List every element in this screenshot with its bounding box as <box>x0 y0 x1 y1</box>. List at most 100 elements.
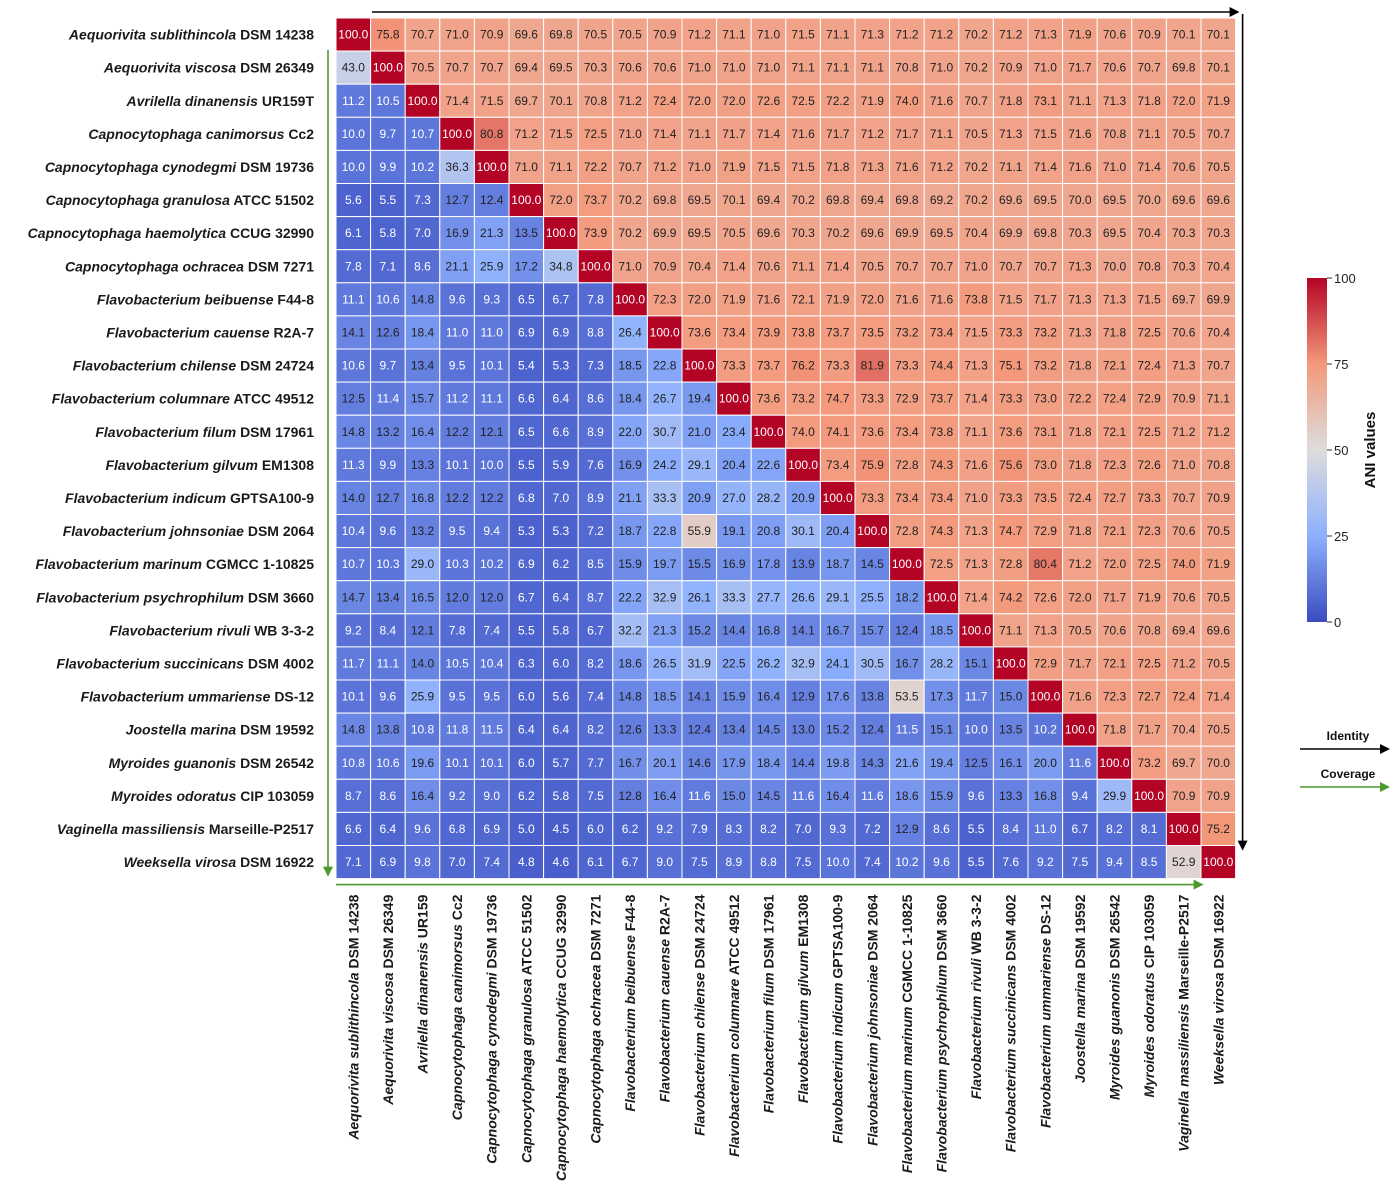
heatmap-cell <box>1131 315 1167 350</box>
heatmap-cell <box>1200 348 1237 383</box>
cell-value-label: 6.2 <box>622 822 639 836</box>
column-label: Aequorivita viscosa DSM 26349 <box>380 894 396 1105</box>
heatmap-cell <box>923 679 960 714</box>
cell-value-label: 70.7 <box>895 259 919 273</box>
heatmap-cell <box>854 480 891 515</box>
cell-value-label: 70.9 <box>1137 28 1161 42</box>
cell-value-label: 71.8 <box>1137 94 1161 108</box>
heatmap-cell <box>439 514 475 549</box>
heatmap-cell <box>889 17 925 52</box>
cell-value-label: 71.0 <box>445 28 469 42</box>
cell-value-label: 19.1 <box>722 524 746 538</box>
cell-value-label: 8.8 <box>760 855 777 869</box>
cell-value-label: 12.4 <box>895 623 919 637</box>
cell-value-label: 72.3 <box>1103 690 1127 704</box>
cell-value-label: 70.1 <box>549 94 573 108</box>
cell-value-label: 8.3 <box>726 822 743 836</box>
cell-value-label: 71.0 <box>930 61 954 75</box>
heatmap-cell <box>612 514 648 549</box>
cell-value-label: 7.0 <box>449 855 466 869</box>
cell-value-label: 73.2 <box>1034 325 1058 339</box>
cell-value-label: 70.5 <box>1207 524 1231 538</box>
cell-value-label: 70.8 <box>1103 127 1127 141</box>
cell-value-label: 69.7 <box>1172 756 1196 770</box>
cell-value-label: 70.6 <box>1103 61 1127 75</box>
heatmap-cell <box>854 17 891 52</box>
cell-value-label: 9.4 <box>1072 789 1089 803</box>
cell-value-label: 72.2 <box>584 160 608 174</box>
cell-value-label: 71.1 <box>964 425 988 439</box>
cell-value-label: 11.8 <box>446 723 469 737</box>
cell-value-label: 72.1 <box>1103 425 1127 439</box>
cell-value-label: 70.7 <box>1207 127 1231 141</box>
cell-value-label: 11.7 <box>965 690 988 704</box>
heatmap-cell <box>1096 414 1133 449</box>
column-label-strain: F44-8 <box>622 894 638 931</box>
heatmap-cell <box>958 381 994 416</box>
cell-value-label: 11.2 <box>342 94 365 108</box>
heatmap-cell <box>335 712 372 747</box>
column-label: Aequorivita sublithincola DSM 14238 <box>345 894 361 1140</box>
heatmap-cell <box>335 17 372 52</box>
heatmap-cell <box>1131 845 1167 880</box>
heatmap-cell <box>439 778 475 813</box>
cell-value-label: 100.0 <box>1099 756 1129 770</box>
heatmap-cell <box>473 811 510 847</box>
heatmap-cell <box>612 547 648 582</box>
cell-value-label: 100.0 <box>1065 723 1095 737</box>
cell-value-label: 74.0 <box>895 94 919 108</box>
cell-value-label: 13.2 <box>411 524 435 538</box>
heatmap-cell <box>854 845 891 880</box>
column-label-strain: DSM 24724 <box>691 894 707 968</box>
cell-value-label: 71.1 <box>1207 392 1231 406</box>
cell-value-label: 69.6 <box>1172 193 1196 207</box>
row-label-strain: DSM 16922 <box>240 854 314 870</box>
cell-value-label: 72.7 <box>1137 690 1161 704</box>
cell-value-label: 7.3 <box>587 359 604 373</box>
heatmap-cell <box>1165 580 1202 615</box>
column-label-species: Weeksella virosa <box>1210 972 1226 1085</box>
heatmap-cell <box>646 845 683 880</box>
cell-value-label: 18.2 <box>895 590 919 604</box>
heatmap-cell <box>439 183 475 218</box>
row-label: Flavobacterium johnsoniae DSM 2064 <box>63 523 315 539</box>
heatmap-cell <box>819 249 856 284</box>
column-label-strain: DSM 17961 <box>761 894 777 968</box>
cell-value-label: 75.9 <box>861 458 885 472</box>
cell-value-label: 72.8 <box>895 524 919 538</box>
cell-value-label: 71.9 <box>722 292 746 306</box>
cell-value-label: 10.0 <box>342 127 366 141</box>
cell-value-label: 71.2 <box>618 94 642 108</box>
heatmap-cell <box>1200 17 1237 52</box>
cell-value-label: 72.6 <box>1034 590 1058 604</box>
heatmap-cell <box>785 249 821 284</box>
column-label-strain: CGMCC 1-10825 <box>899 894 915 1002</box>
heatmap-cell <box>577 845 614 880</box>
column-label-strain: ATCC 51502 <box>518 894 534 975</box>
cell-value-label: 71.3 <box>964 557 988 571</box>
cell-value-label: 73.6 <box>861 425 885 439</box>
row-label-strain: Marseille-P2517 <box>209 821 314 837</box>
heatmap-cell <box>508 514 545 549</box>
cell-value-label: 12.4 <box>861 723 885 737</box>
cell-value-label: 100.0 <box>788 458 818 472</box>
heatmap-cell <box>785 679 821 714</box>
column-label-species: Capnocytophaga canimorsus <box>449 924 465 1120</box>
heatmap-cell <box>1165 811 1202 847</box>
cell-value-label: 70.7 <box>411 28 435 42</box>
cell-value-label: 10.0 <box>826 855 850 869</box>
row-label: Flavobacterium filum DSM 17961 <box>95 424 314 440</box>
cell-value-label: 28.2 <box>930 656 954 670</box>
cell-value-label: 18.6 <box>618 656 642 670</box>
heatmap-cell <box>785 580 821 615</box>
column-label-species: Flavobacterium beibuense <box>622 935 638 1112</box>
row-label-strain: CGMCC 1-10825 <box>206 556 314 572</box>
cell-value-label: 21.0 <box>688 425 712 439</box>
heatmap-cell <box>1027 778 1064 813</box>
cell-value-label: 74.4 <box>930 359 954 373</box>
heatmap-cell <box>923 17 960 52</box>
heatmap-cell <box>681 679 718 714</box>
cell-value-label: 7.4 <box>483 623 500 637</box>
cell-value-label: 7.0 <box>553 491 570 505</box>
cell-value-label: 10.8 <box>411 723 435 737</box>
